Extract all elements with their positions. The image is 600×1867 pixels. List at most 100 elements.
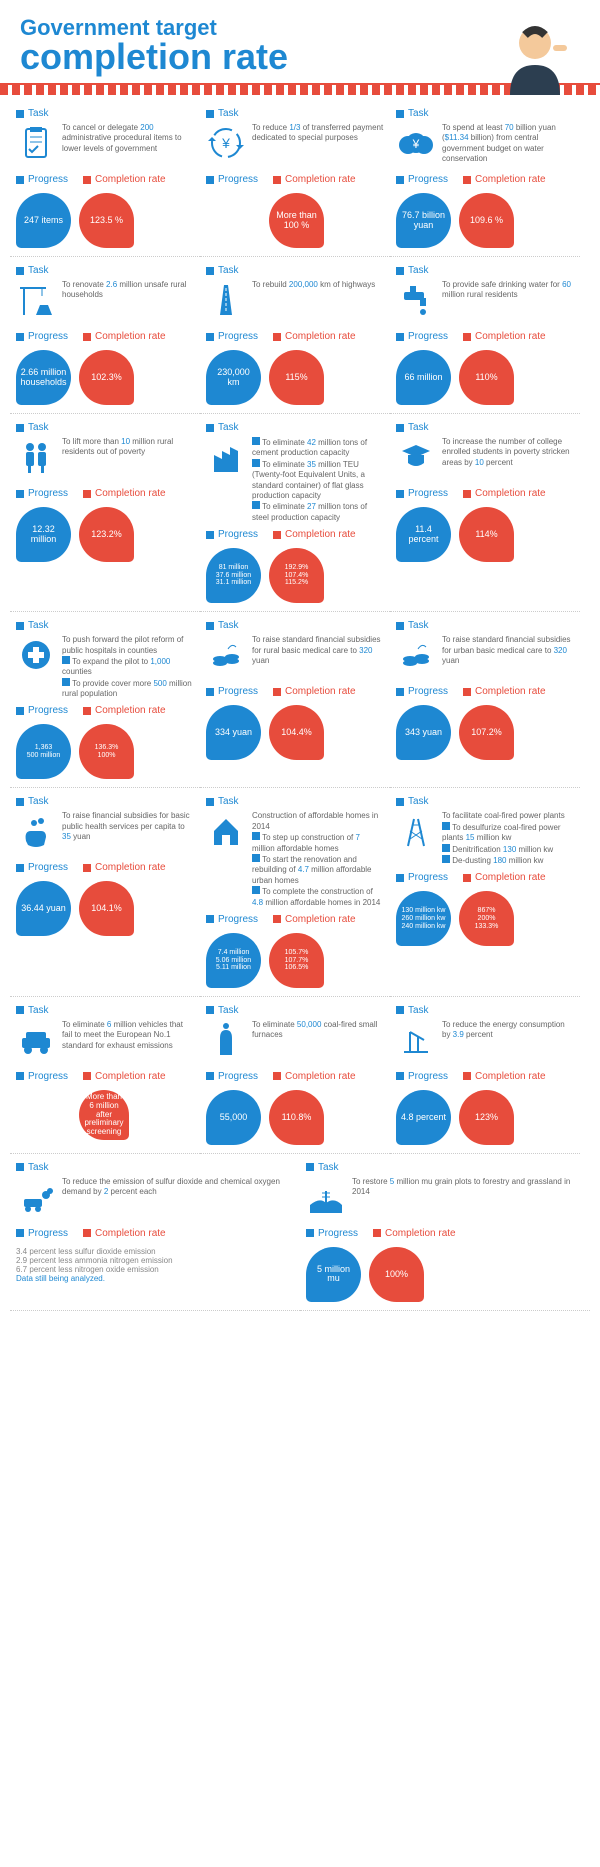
task-header: Task — [16, 108, 194, 119]
rate-drop: 110.8% — [269, 1090, 324, 1145]
progress-drop: 4.8 percent — [396, 1090, 451, 1145]
task-card: Task To increase the number of college e… — [390, 414, 580, 612]
task-card: Task ¥ To reduce 1/3 of transferred paym… — [200, 100, 390, 257]
task-desc: To increase the number of college enroll… — [442, 437, 574, 468]
progress-drop: 11.4 percent — [396, 507, 451, 562]
task-desc: To raise standard financial subsidies fo… — [252, 635, 384, 666]
task-desc: To facilitate coal-fired power plants To… — [442, 811, 574, 866]
task-card: Task To rebuild 200,000 km of highways P… — [200, 257, 390, 414]
people-icon — [16, 437, 56, 477]
header: Government target completion rate — [0, 0, 600, 83]
furnace-icon — [206, 1020, 246, 1060]
coins-icon — [396, 635, 436, 675]
tap-icon — [396, 280, 436, 320]
task-header: Task — [396, 108, 574, 119]
crane-icon — [16, 280, 56, 320]
field-icon — [306, 1177, 346, 1217]
tower-icon — [396, 811, 436, 851]
progress-drop: 36.44 yuan — [16, 881, 71, 936]
progress-drop: 2.66 million households — [16, 350, 71, 405]
task-desc: To eliminate 50,000 coal-fired small fur… — [252, 1020, 384, 1041]
task-card: Task To raise standard financial subsidi… — [200, 612, 390, 788]
rate-drop: 123.5 % — [79, 193, 134, 248]
rate-drop: 136.3%100% — [79, 724, 134, 779]
factory-icon — [206, 437, 246, 477]
avatar-icon — [495, 15, 575, 95]
cycle-icon: ¥ — [206, 123, 246, 163]
progress-drop: 7.4 million5.06 million5.11 million — [206, 933, 261, 988]
progress-drop: 130 million kw260 million kw240 million … — [396, 891, 451, 946]
smoke-icon — [16, 1177, 56, 1217]
progress-drop: 230,000 km — [206, 350, 261, 405]
task-header: Task — [206, 1005, 384, 1016]
task-header: Task — [396, 422, 574, 433]
task-card: Task ¥ To spend at least 70 billion yuan… — [390, 100, 580, 257]
task-header: Task — [206, 265, 384, 276]
progress-drop: 76.7 billion yuan — [396, 193, 451, 248]
rate-drop: More than 6 million after preliminary sc… — [79, 1090, 129, 1140]
task-header: Task — [16, 422, 194, 433]
task-desc: To raise financial subsidies for basic p… — [62, 811, 194, 842]
progress-drop: 81 million37.6 million31.1 million — [206, 548, 261, 603]
task-card: Task To reduce the emission of sulfur di… — [10, 1154, 300, 1311]
task-card: Task To cancel or delegate 200 administr… — [10, 100, 200, 257]
task-card: Task To renovate 2.6 million unsafe rura… — [10, 257, 200, 414]
rate-drop: 192.9%107.4%115.2% — [269, 548, 324, 603]
task-desc: To eliminate 42 million tons of cement p… — [252, 437, 384, 523]
coins-icon — [206, 635, 246, 675]
svg-text:¥: ¥ — [412, 137, 420, 151]
task-header: Task — [396, 796, 574, 807]
clipboard-icon — [16, 123, 56, 163]
task-card: Task Construction of affordable homes in… — [200, 788, 390, 997]
rate-drop: More than 100 % — [269, 193, 324, 248]
task-header: Task — [396, 620, 574, 631]
progress-drop: 12.32 million — [16, 507, 71, 562]
svg-text:¥: ¥ — [221, 135, 230, 151]
task-desc: To renovate 2.6 million unsafe rural hou… — [62, 280, 194, 301]
task-header: Task — [16, 620, 194, 631]
cards-grid: Task To cancel or delegate 200 administr… — [0, 95, 600, 1316]
road-icon — [206, 280, 246, 320]
rate-drop: 102.3% — [79, 350, 134, 405]
task-desc: To lift more than 10 million rural resid… — [62, 437, 194, 458]
task-desc: To restore 5 million mu grain plots to f… — [352, 1177, 584, 1198]
task-header: Task — [16, 265, 194, 276]
task-header: Task — [306, 1162, 584, 1173]
task-card: Task To reduce the energy consumption by… — [390, 997, 580, 1154]
task-header: Task — [206, 620, 384, 631]
hand-icon — [16, 811, 56, 851]
task-card: Task To lift more than 10 million rural … — [10, 414, 200, 612]
money-icon: ¥ — [396, 123, 436, 163]
rate-drop: 123% — [459, 1090, 514, 1145]
task-header: Task — [16, 1005, 194, 1016]
task-header: Task — [206, 796, 384, 807]
task-desc: To eliminate 6 million vehicles that fai… — [62, 1020, 194, 1051]
rate-drop: 114% — [459, 507, 514, 562]
note-text: 3.4 percent less sulfur dioxide emission… — [16, 1247, 294, 1283]
house-icon — [206, 811, 246, 851]
rate-drop: 867%200%133.3% — [459, 891, 514, 946]
task-card: Task To raise standard financial subsidi… — [390, 612, 580, 788]
task-desc: Construction of affordable homes in 2014… — [252, 811, 384, 908]
rate-drop: 104.1% — [79, 881, 134, 936]
task-desc: To reduce 1/3 of transferred payment ded… — [252, 123, 384, 144]
cross-icon — [16, 635, 56, 675]
rate-drop: 109.6 % — [459, 193, 514, 248]
car-icon — [16, 1020, 56, 1060]
task-card: Task To eliminate 42 million tons of cem… — [200, 414, 390, 612]
progress-drop: 66 million — [396, 350, 451, 405]
progress-drop: 5 million mu — [306, 1247, 361, 1302]
task-card: Task To eliminate 50,000 coal-fired smal… — [200, 997, 390, 1154]
task-header: Task — [396, 1005, 574, 1016]
task-desc: To push forward the pilot reform of publ… — [62, 635, 194, 699]
task-header: Task — [206, 108, 384, 119]
pump-icon — [396, 1020, 436, 1060]
progress-drop: 343 yuan — [396, 705, 451, 760]
task-desc: To raise standard financial subsidies fo… — [442, 635, 574, 666]
rate-drop: 104.4% — [269, 705, 324, 760]
rate-drop: 100% — [369, 1247, 424, 1302]
task-card: Task To raise financial subsidies for ba… — [10, 788, 200, 997]
task-header: Task — [16, 796, 194, 807]
task-desc: To reduce the emission of sulfur dioxide… — [62, 1177, 294, 1198]
task-desc: To rebuild 200,000 km of highways — [252, 280, 384, 290]
